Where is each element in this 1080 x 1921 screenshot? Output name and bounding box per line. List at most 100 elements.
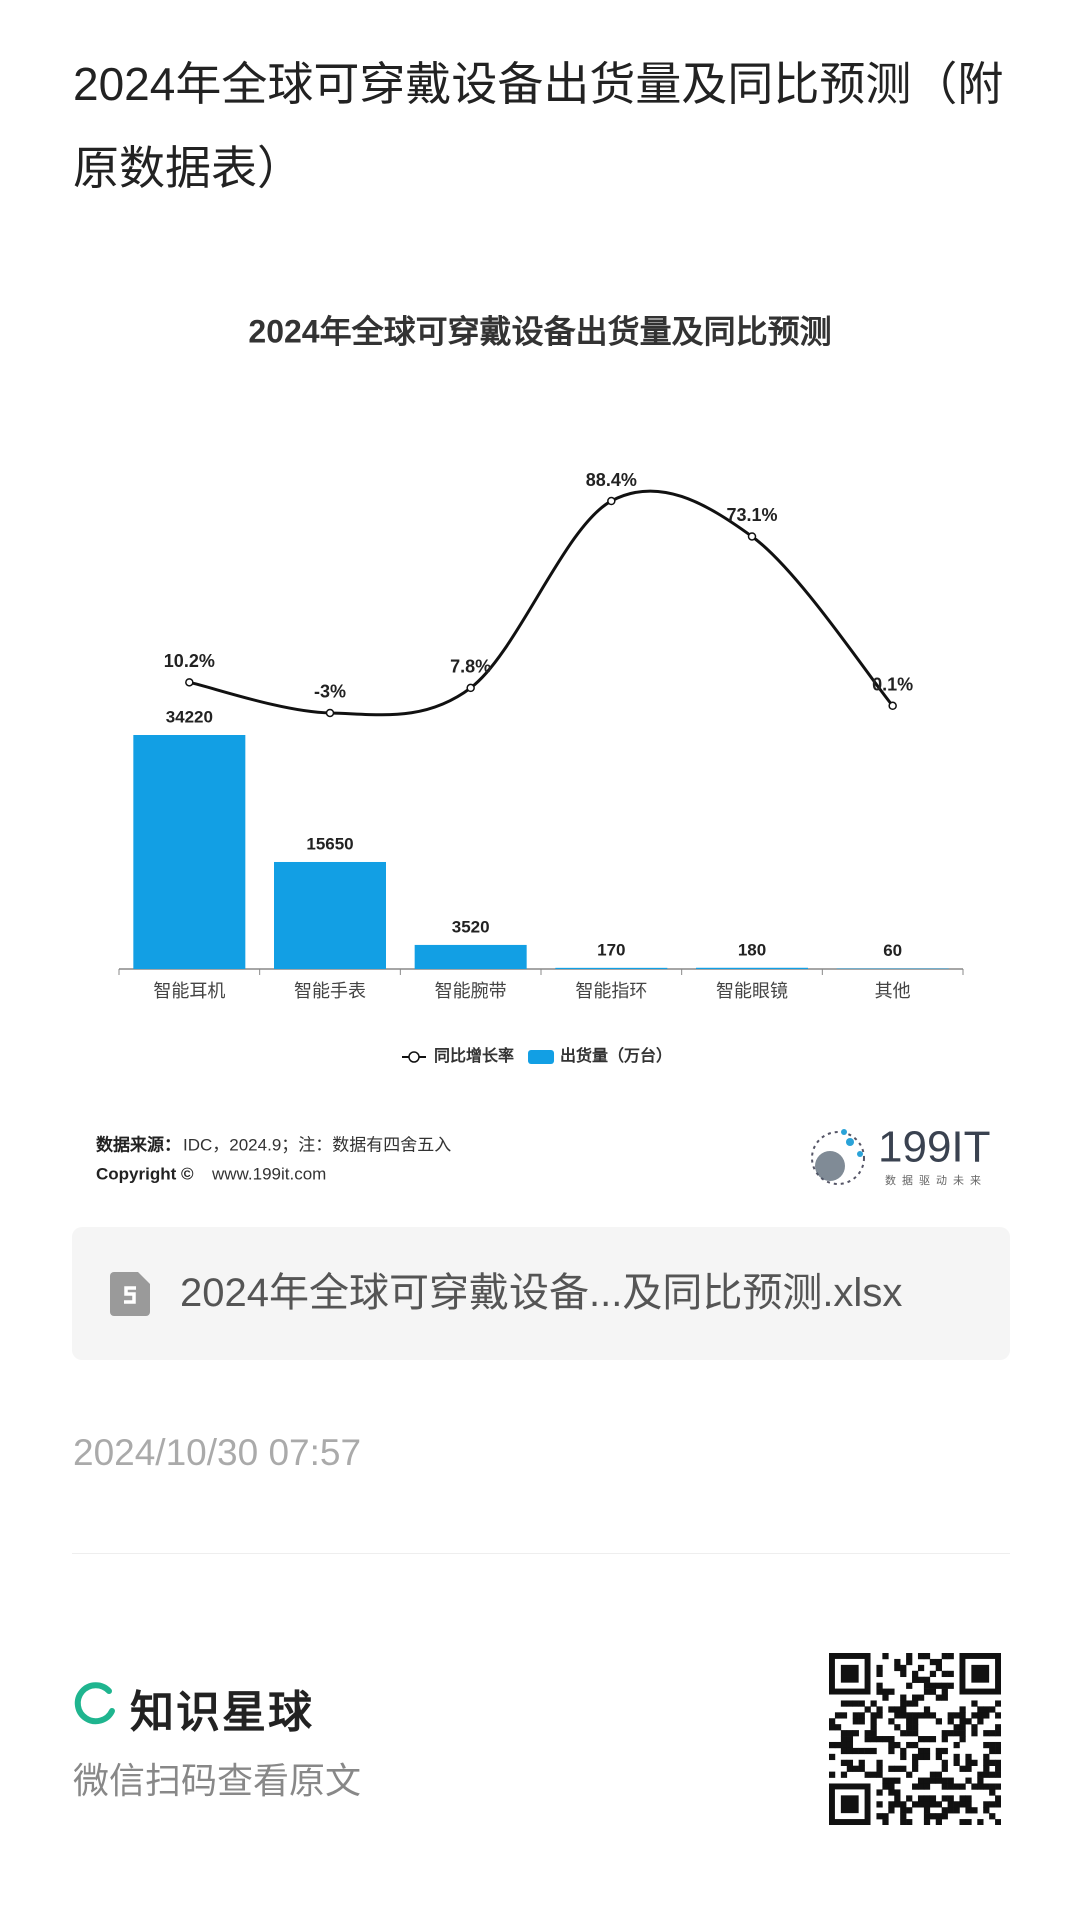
qr-module (971, 1807, 978, 1814)
qr-module (882, 1813, 889, 1820)
qr-module (912, 1783, 919, 1790)
qr-module (870, 1747, 877, 1755)
file-card[interactable]: 2024年全球可穿戴设备...及同比预测.xlsx (72, 1227, 1010, 1360)
qr-module (935, 1819, 942, 1825)
qr-module (959, 1712, 966, 1719)
qr-module (929, 1712, 937, 1719)
qr-module (900, 1670, 907, 1678)
qr-module (906, 1653, 913, 1660)
qr-module (906, 1771, 913, 1778)
qr-module (983, 1801, 990, 1808)
qr-module (989, 1747, 996, 1755)
qr-module (870, 1736, 877, 1743)
qr-module (989, 1730, 996, 1737)
qr-module (900, 1706, 907, 1713)
qr-module (912, 1724, 919, 1731)
qr-module (989, 1789, 996, 1796)
line-value-label: 88.4% (586, 470, 637, 490)
qr-module (947, 1712, 954, 1719)
qr-module (923, 1783, 931, 1790)
line-value-label: 10.2% (164, 651, 215, 671)
qr-module (983, 1741, 990, 1749)
qr-module (906, 1741, 913, 1749)
qr-module (876, 1813, 883, 1820)
bar (414, 944, 527, 969)
bar (274, 861, 386, 969)
qr-module (882, 1736, 889, 1743)
qr-module (906, 1700, 913, 1707)
source-text: IDC，2024.9；注：数据有四舍五入 (183, 1135, 451, 1154)
qr-module (864, 1771, 871, 1778)
qr-module (870, 1712, 877, 1719)
qr-module (852, 1765, 859, 1772)
bar-value-label: 3520 (452, 917, 490, 936)
qr-module (900, 1753, 907, 1761)
qr-module (900, 1747, 907, 1755)
qr-module (965, 1795, 972, 1802)
qr-module (900, 1807, 907, 1814)
qr-module (912, 1718, 919, 1725)
qr-module (989, 1706, 996, 1713)
qr-module (941, 1765, 948, 1772)
line-value-label: 0.1% (872, 675, 913, 695)
qr-module (840, 1700, 848, 1707)
qr-module (894, 1801, 901, 1808)
qr-module (923, 1706, 931, 1713)
qr-module (888, 1718, 895, 1725)
logo-name: 199IT (878, 1123, 991, 1172)
qr-module (888, 1688, 895, 1695)
qr-code[interactable] (829, 1653, 1001, 1825)
bar-value-label: 15650 (306, 834, 353, 853)
qr-module (906, 1682, 913, 1689)
qr-module (876, 1771, 883, 1778)
qr-module (870, 1771, 877, 1778)
qr-module (888, 1736, 895, 1743)
qr-module (864, 1747, 871, 1755)
qr-module (906, 1819, 913, 1825)
qr-module (858, 1712, 865, 1719)
qr-module (995, 1801, 1001, 1808)
file-name: 2024年全球可穿戴设备...及同比预测.xlsx (180, 1271, 903, 1315)
qr-module (995, 1783, 1001, 1790)
qr-module (894, 1664, 901, 1672)
qr-module (935, 1694, 942, 1701)
qr-module (840, 1712, 848, 1719)
qr-module (977, 1777, 984, 1784)
qr-module (965, 1765, 972, 1772)
qr-module (900, 1801, 907, 1808)
qr-module (971, 1724, 978, 1731)
qr-module (852, 1747, 859, 1755)
qr-module (912, 1759, 919, 1766)
file-icon-glyph (124, 1286, 136, 1304)
qr-module (906, 1724, 913, 1731)
qr-module (888, 1801, 895, 1808)
line-value-label: 73.1% (726, 505, 777, 525)
copyright-site: www.199it.com (211, 1164, 326, 1183)
qr-module (983, 1771, 990, 1778)
qr-module (941, 1694, 948, 1701)
qr-module (829, 1753, 836, 1761)
qr-module (983, 1765, 990, 1772)
qr-module (947, 1783, 954, 1790)
qr-module (894, 1724, 901, 1731)
qr-module (917, 1712, 925, 1719)
qr-module (882, 1653, 889, 1660)
qr-module (846, 1765, 854, 1772)
qr-module (917, 1795, 925, 1802)
qr-module (953, 1759, 960, 1766)
qr-module (923, 1795, 931, 1802)
qr-module (935, 1813, 942, 1820)
qr-module (917, 1653, 925, 1660)
qr-module (858, 1718, 865, 1725)
qr-module (846, 1747, 854, 1755)
qr-module (864, 1730, 871, 1737)
qr-module (876, 1682, 883, 1689)
x-tick-label: 智能手表 (294, 981, 366, 1001)
qr-module (953, 1783, 960, 1790)
qr-module (840, 1741, 848, 1749)
qr-module (995, 1741, 1001, 1749)
qr-module (917, 1783, 925, 1790)
qr-module (840, 1759, 848, 1766)
qr-module (929, 1688, 937, 1695)
qr-module (864, 1706, 871, 1713)
